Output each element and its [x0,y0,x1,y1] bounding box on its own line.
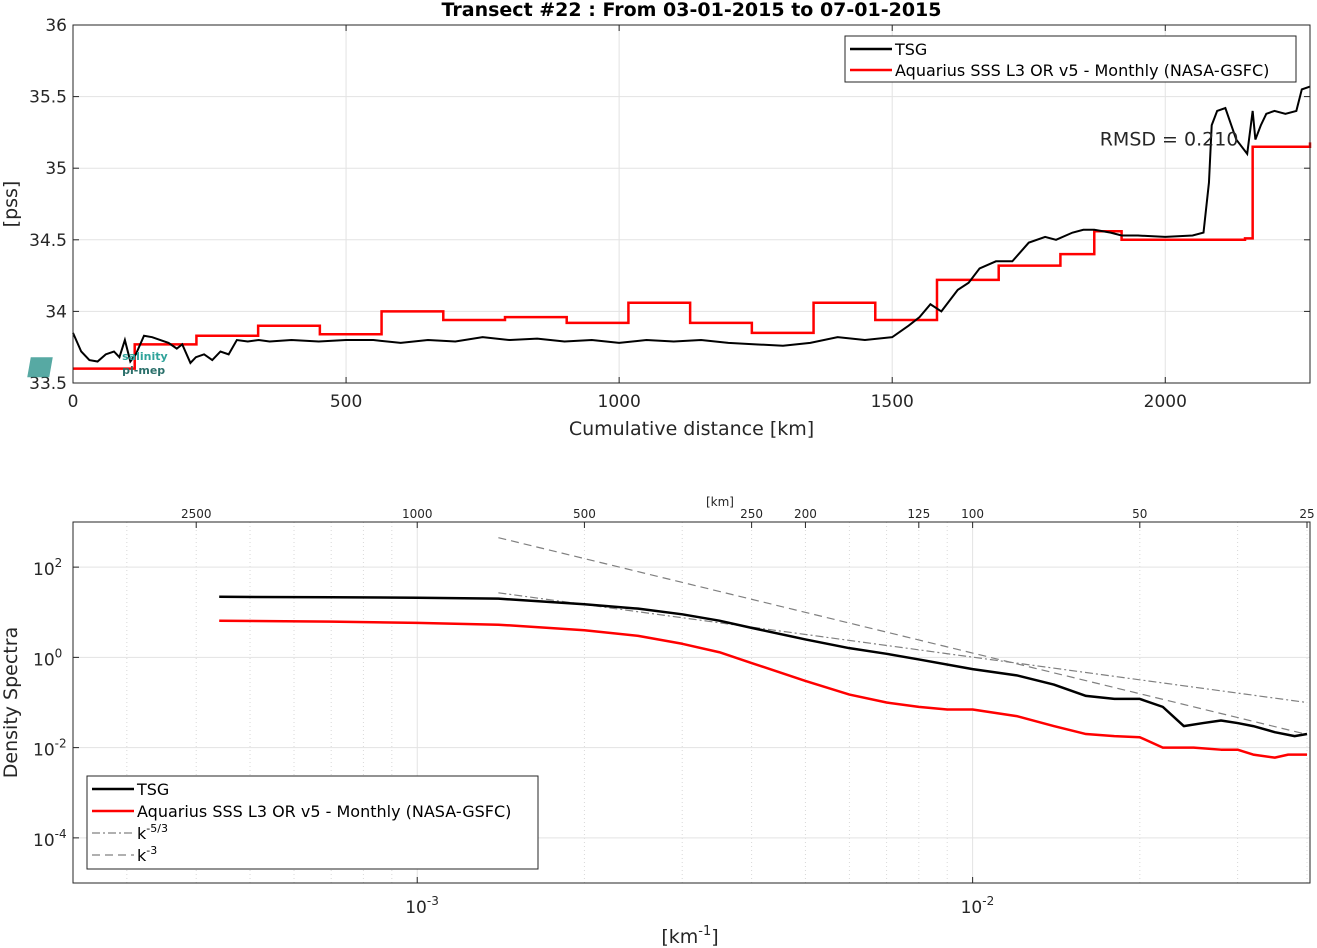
bottom-series-tsg [219,595,1308,738]
bottom-top-axis-label: [km] [706,495,734,509]
bottom-legend-label: Aquarius SSS L3 OR v5 - Monthly (NASA-GS… [137,802,511,821]
top-x-tick-label: 1500 [871,392,914,412]
top-y-tick-label: 36 [45,16,67,36]
bottom-top-tick-label: 125 [907,507,930,521]
top-legend-box [844,35,1297,83]
bottom-y-tick-label: 10-4 [33,827,67,851]
bottom-y-tick-label: 10-2 [33,737,67,761]
top-legend-label: TSG [894,40,927,59]
logo-text-pimep: pi-mep [122,364,165,377]
top-series-aquarius [73,142,1312,370]
bottom-x-tick-label: 10-2 [961,894,995,918]
bottom-top-tick-label: 100 [961,507,984,521]
top-x-tick-label: 500 [330,392,362,412]
bottom-legend-label: TSG [136,780,169,799]
bottom-y-tick-label: 100 [33,646,62,670]
top-x-axis-label: Cumulative distance [km] [569,418,814,440]
top-legend-label: Aquarius SSS L3 OR v5 - Monthly (NASA-GS… [895,61,1269,80]
bottom-top-tick-label: 25 [1299,507,1314,521]
bottom-legend-box [86,775,539,870]
bottom-top-tick-label: 2500 [181,507,212,521]
bottom-legend-label: k-3 [137,844,157,865]
rmsd-annotation: RMSD = 0.210 [1100,129,1239,151]
bottom-axes-box [72,521,1311,884]
bottom-series-dashed [498,537,1308,736]
bottom-x-tick-label: 10-3 [405,894,439,918]
bottom-series-aquarius [219,619,1307,759]
bottom-top-tick-label: 50 [1132,507,1147,521]
top-x-tick-label: 1000 [598,392,641,412]
bottom-top-tick-label: 500 [573,507,596,521]
top-y-tick-label: 34 [45,302,67,322]
top-y-tick-label: 33.5 [29,374,67,394]
bottom-legend-label: k-5/3 [137,822,168,843]
top-y-tick-label: 34.5 [29,231,67,251]
logo-mark-icon [27,357,53,378]
top-y-axis-label: [pss] [0,181,22,228]
top-y-tick-label: 35.5 [29,88,67,108]
top-axes-box [72,24,1311,384]
bottom-x-axis-label: [km-1] [661,924,718,948]
top-series-tsg [72,85,1311,365]
logo-text-salinity: salinity [122,350,168,363]
top-x-tick-label: 2000 [1144,392,1187,412]
bottom-top-tick-label: 200 [794,507,817,521]
bottom-top-tick-label: 250 [740,507,763,521]
bottom-y-tick-label: 102 [33,556,62,580]
top-y-tick-label: 35 [45,159,67,179]
bottom-top-tick-label: 1000 [402,507,433,521]
top-chart-title: Transect #22 : From 03-01-2015 to 07-01-… [442,0,942,21]
bottom-y-axis-label: Density Spectra [0,627,22,778]
top-x-tick-label: 0 [68,392,79,412]
